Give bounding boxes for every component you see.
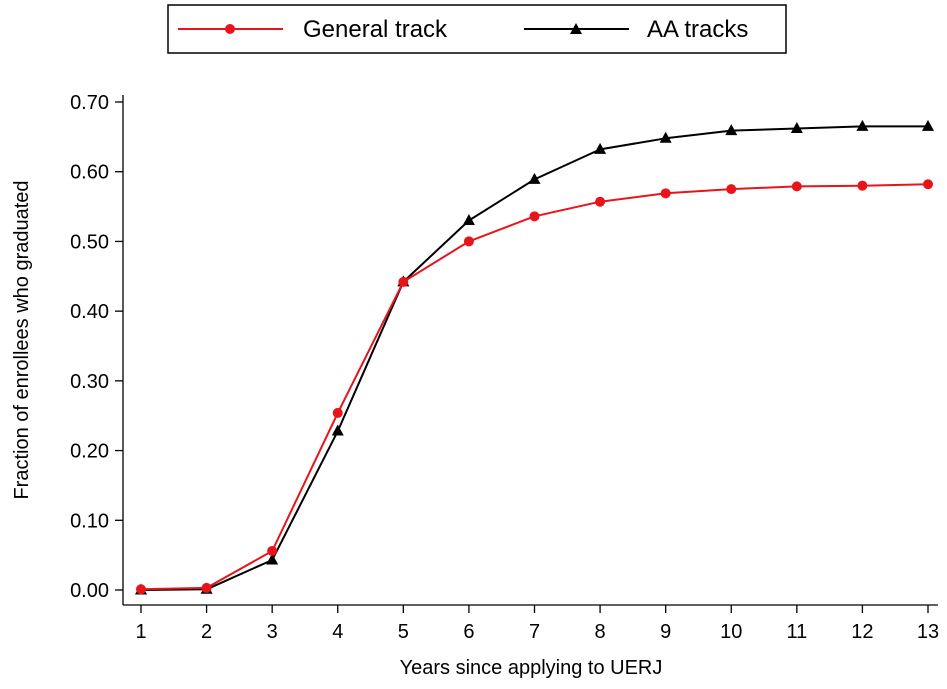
data-point-aa-tracks <box>725 124 738 136</box>
legend-marker-aa-tracks <box>570 23 582 34</box>
series-layer <box>135 119 934 595</box>
series-line-aa-tracks <box>140 125 928 591</box>
data-point-aa-tracks <box>594 142 607 154</box>
x-tick-label: 7 <box>529 621 540 643</box>
y-tick-label: 0.30 <box>70 371 109 393</box>
data-point-aa-tracks <box>856 119 869 131</box>
x-tick-label: 2 <box>201 621 212 643</box>
legend: General track AA tracks <box>167 4 787 54</box>
x-tick-label: 3 <box>267 621 278 643</box>
data-point-general-track <box>332 407 343 418</box>
y-tick-label: 0.10 <box>70 510 109 532</box>
data-point-general-track <box>857 180 868 191</box>
legend-entry-general-track: General track <box>178 16 448 43</box>
data-point-general-track <box>398 276 409 287</box>
y-tick-label: 0.50 <box>70 231 109 253</box>
x-tick-label: 10 <box>720 621 742 643</box>
data-point-general-track <box>595 196 606 207</box>
x-tick-label: 8 <box>595 621 606 643</box>
series-general-track <box>136 179 933 595</box>
data-point-general-track <box>201 582 212 593</box>
y-tick-label: 0.70 <box>70 92 109 114</box>
data-point-aa-tracks <box>266 553 279 565</box>
data-point-aa-tracks <box>528 172 541 184</box>
series-aa-tracks <box>135 119 934 595</box>
x-tick-label: 11 <box>786 621 807 643</box>
y-tick-label: 0.40 <box>70 301 109 323</box>
x-tick-label: 13 <box>917 621 939 643</box>
y-axis-title: Fraction of enrollees who graduated <box>11 180 33 499</box>
data-point-general-track <box>136 584 146 595</box>
data-point-aa-tracks <box>659 131 672 143</box>
data-point-general-track <box>529 211 540 222</box>
data-point-general-track <box>660 188 671 199</box>
x-tick-label: 12 <box>851 621 873 643</box>
data-point-general-track <box>267 545 278 556</box>
data-point-aa-tracks <box>922 119 934 131</box>
y-tick-label: 0.00 <box>70 580 109 602</box>
x-tick-label: 6 <box>463 621 474 643</box>
legend-label-aa-tracks: AA tracks <box>647 16 748 43</box>
legend-entry-aa-tracks: AA tracks <box>524 16 748 43</box>
x-tick-label: 1 <box>135 621 146 643</box>
x-tick-label: 9 <box>660 621 671 643</box>
x-axis: 1 2 3 4 5 6 7 8 9 10 11 12 13 <box>123 604 939 643</box>
y-axis: 0.00 0.10 0.20 0.30 0.40 0.50 0.60 0.70 <box>70 92 124 605</box>
data-point-aa-tracks <box>790 121 803 133</box>
data-point-general-track <box>791 181 802 192</box>
x-tick-label: 5 <box>398 621 409 643</box>
y-tick-label: 0.20 <box>70 441 109 463</box>
series-line-general-track <box>140 183 929 591</box>
x-tick-label: 4 <box>332 621 343 643</box>
x-axis-title: Years since applying to UERJ <box>400 657 663 679</box>
data-point-general-track <box>923 179 933 190</box>
legend-label-general-track: General track <box>303 16 448 43</box>
data-point-aa-tracks <box>331 424 344 436</box>
y-tick-label: 0.60 <box>70 162 109 184</box>
data-point-aa-tracks <box>462 214 475 226</box>
legend-marker-general-track <box>225 24 235 34</box>
data-point-general-track <box>463 236 474 247</box>
data-point-general-track <box>726 184 737 195</box>
